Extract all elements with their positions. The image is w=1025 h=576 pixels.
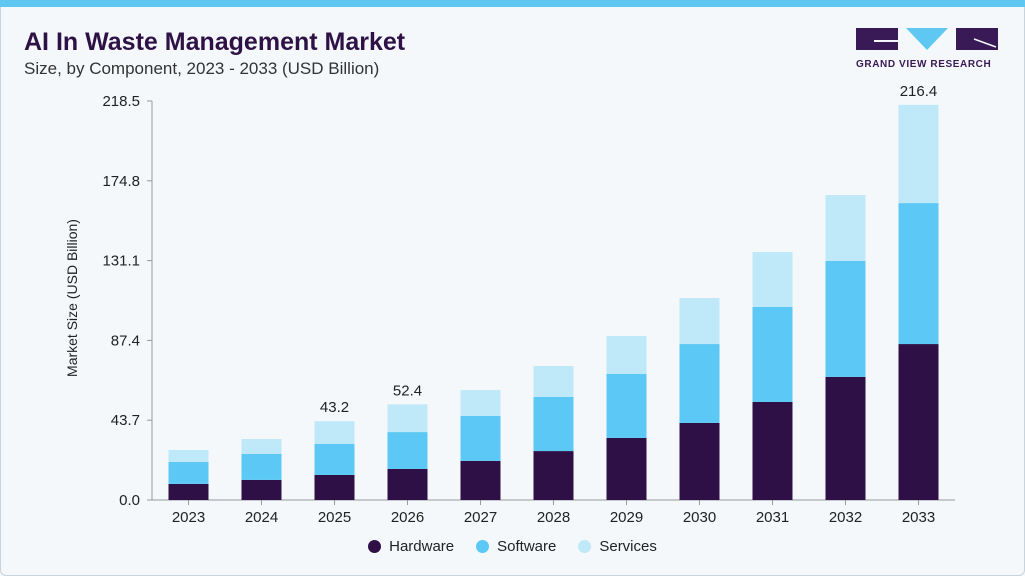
x-tick-label: 2030 <box>683 509 716 526</box>
x-tick-label: 2031 <box>756 509 789 526</box>
bar-software-2023 <box>168 462 209 484</box>
bar-services-2032 <box>825 195 866 261</box>
chart-title: AI In Waste Management Market <box>24 28 406 56</box>
bar-services-2023 <box>168 449 209 463</box>
y-tick-label: 0.0 <box>119 492 140 509</box>
x-tick-label: 2023 <box>172 509 205 526</box>
legend-item-services[interactable]: Services <box>578 538 657 555</box>
bar-hardware-2023 <box>168 483 209 500</box>
bar-services-2025 <box>314 421 355 444</box>
bar-software-2029 <box>606 374 647 438</box>
chart-subtitle: Size, by Component, 2023 - 2033 (USD Bil… <box>24 59 380 78</box>
data-label-2026: 52.4 <box>393 382 422 399</box>
bar-software-2027 <box>460 416 501 461</box>
bar-software-2030 <box>679 344 720 423</box>
x-tick-label: 2024 <box>245 509 278 526</box>
bar-hardware-2031 <box>752 401 793 500</box>
bar-services-2031 <box>752 252 793 307</box>
bar-services-2028 <box>533 365 574 398</box>
bar-services-2026 <box>387 404 428 433</box>
bar-hardware-2027 <box>460 460 501 500</box>
bar-software-2031 <box>752 306 793 402</box>
bar-hardware-2033 <box>898 344 939 500</box>
data-label-2033: 216.4 <box>900 83 938 100</box>
bar-hardware-2025 <box>314 474 355 500</box>
y-tick-label: 43.7 <box>111 412 140 429</box>
x-tick-label: 2027 <box>464 509 497 526</box>
logo-mark-icon <box>856 28 998 50</box>
bar-services-2029 <box>606 336 647 374</box>
hardware-swatch-icon <box>368 540 382 553</box>
x-tick-label: 2033 <box>902 509 935 526</box>
legend-label: Hardware <box>389 538 455 555</box>
bar-software-2024 <box>241 453 282 480</box>
bar-hardware-2028 <box>533 451 574 500</box>
bar-services-2033 <box>898 104 939 204</box>
bar-software-2025 <box>314 443 355 475</box>
bar-hardware-2026 <box>387 468 428 500</box>
software-swatch-icon <box>476 540 490 553</box>
accent-bar <box>0 0 1025 7</box>
legend: Hardware Software Services <box>0 538 1025 555</box>
bar-hardware-2032 <box>825 376 866 500</box>
data-label-2025: 43.2 <box>320 399 349 416</box>
bar-hardware-2024 <box>241 479 282 500</box>
bar-hardware-2029 <box>606 437 647 500</box>
bar-services-2027 <box>460 390 501 416</box>
y-tick-label: 218.5 <box>102 93 140 110</box>
x-tick-label: 2026 <box>391 509 424 526</box>
bar-services-2030 <box>679 298 720 345</box>
bar-hardware-2030 <box>679 422 720 500</box>
y-tick-label: 131.1 <box>102 253 140 270</box>
x-tick-label: 2028 <box>537 509 570 526</box>
y-tick-label: 87.4 <box>111 332 140 349</box>
y-tick-label: 174.8 <box>102 173 140 190</box>
bar-services-2024 <box>241 439 282 454</box>
x-tick-label: 2025 <box>318 509 351 526</box>
logo-text: GRAND VIEW RESEARCH <box>856 59 992 70</box>
legend-label: Services <box>599 538 657 555</box>
legend-label: Software <box>497 538 557 555</box>
x-tick-label: 2029 <box>610 509 643 526</box>
grand-view-research-logo: GRAND VIEW RESEARCH <box>856 28 998 73</box>
legend-item-software[interactable]: Software <box>476 538 556 555</box>
legend-item-hardware[interactable]: Hardware <box>368 538 454 555</box>
bar-software-2032 <box>825 260 866 377</box>
x-tick-label: 2032 <box>829 509 862 526</box>
services-swatch-icon <box>578 540 592 553</box>
bar-software-2028 <box>533 397 574 452</box>
bar-software-2033 <box>898 203 939 345</box>
bar-software-2026 <box>387 432 428 469</box>
